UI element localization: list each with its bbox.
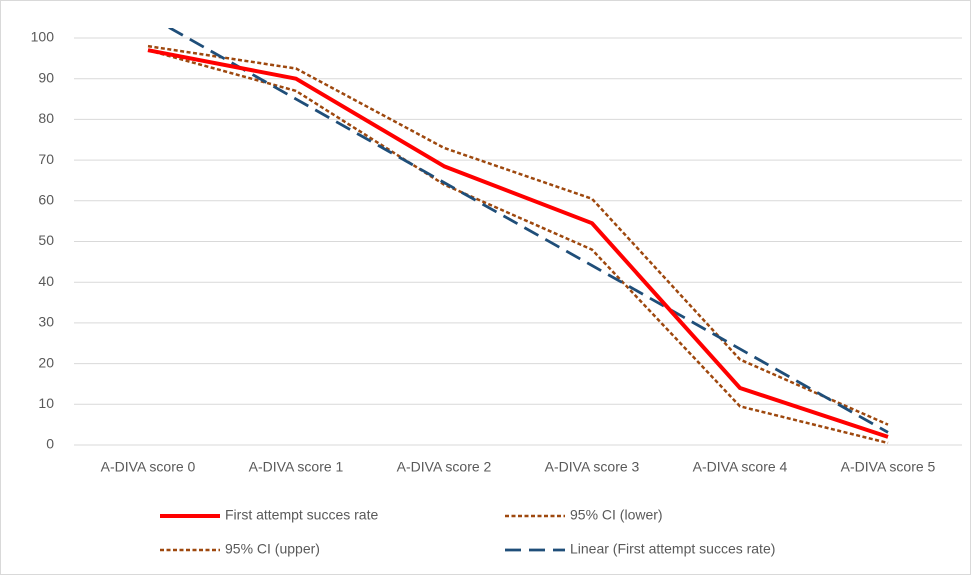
x-tick-label: A-DIVA score 4 [693, 459, 788, 475]
y-tick-label: 40 [38, 273, 54, 289]
x-tick-label: A-DIVA score 1 [249, 459, 344, 475]
y-tick-label: 10 [38, 395, 54, 411]
y-tick-label: 0 [46, 436, 54, 452]
y-tick-label: 20 [38, 354, 54, 370]
x-tick-label: A-DIVA score 0 [101, 459, 196, 475]
legend-label: 95% CI (lower) [570, 507, 663, 523]
x-tick-label: A-DIVA score 3 [545, 459, 640, 475]
x-tick-label: A-DIVA score 5 [841, 459, 936, 475]
y-tick-label: 100 [31, 29, 55, 45]
plot-lines [147, 28, 889, 445]
series-line [147, 48, 889, 439]
y-tick-label: 50 [38, 232, 54, 248]
series-line [147, 49, 889, 445]
legend-label: First attempt succes rate [225, 507, 378, 523]
series-line [147, 44, 889, 426]
y-tick-label: 70 [38, 151, 54, 167]
y-tick-label: 80 [38, 110, 54, 126]
legend-label: Linear (First attempt succes rate) [570, 541, 775, 557]
y-tick-label: 30 [38, 314, 54, 330]
y-tick-label: 60 [38, 192, 54, 208]
series-line [167, 28, 889, 434]
x-tick-label: A-DIVA score 2 [397, 459, 492, 475]
legend-label: 95% CI (upper) [225, 541, 320, 557]
y-tick-label: 90 [38, 69, 54, 85]
